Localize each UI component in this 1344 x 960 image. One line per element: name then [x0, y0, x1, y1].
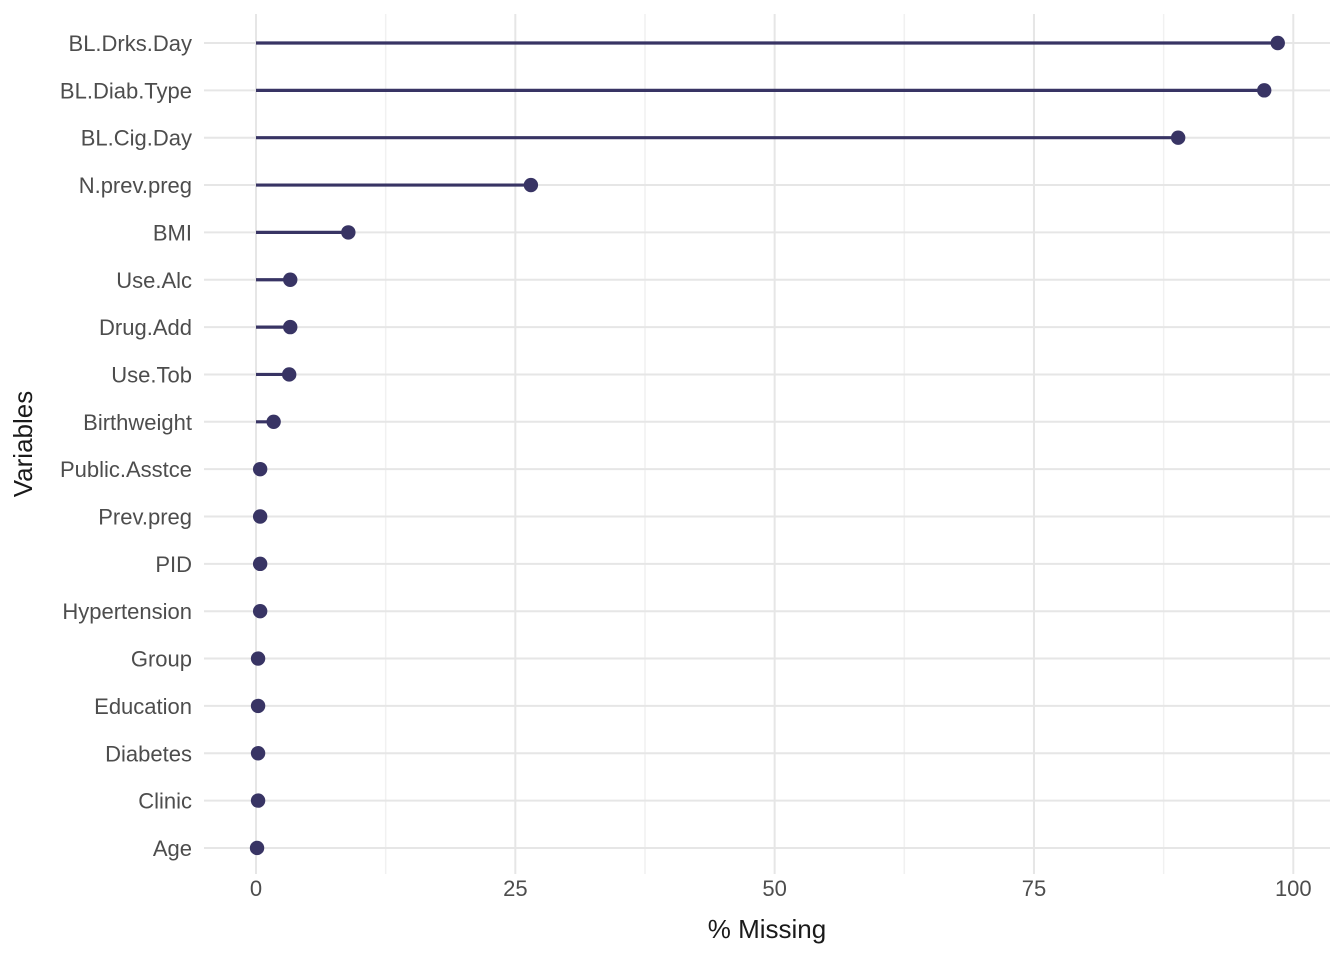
- y-axis-tick-labels: BL.Drks.Day BL.Diab.Type BL.Cig.Day N.prev.…: [60, 31, 192, 861]
- y-tick-label-Use.Tob: Use.Tob: [111, 362, 192, 387]
- lollipop-N.prev.preg: [256, 177, 539, 193]
- lollipop-point-BL.Cig.Day: [1170, 130, 1186, 145]
- major-gridlines: [204, 14, 1330, 874]
- lollipops: [249, 35, 1285, 856]
- y-tick-label-BL.Diab.Type: BL.Diab.Type: [60, 78, 192, 103]
- lollipop-Clinic: [250, 793, 266, 808]
- y-tick-label-Prev.preg: Prev.preg: [98, 505, 192, 530]
- lollipop-Age: [249, 840, 265, 856]
- y-tick-label-Birthweight: Birthweight: [83, 410, 192, 435]
- y-tick-label-Education: Education: [94, 694, 192, 719]
- lollipop-point-BL.Drks.Day: [1270, 35, 1285, 51]
- lollipop-BL.Cig.Day: [256, 130, 1186, 145]
- x-axis-title: % Missing: [708, 914, 826, 944]
- x-tick-label-0: 0: [250, 876, 262, 901]
- lollipop-point-Diabetes: [250, 746, 266, 761]
- lollipop-Prev.preg: [252, 509, 268, 524]
- lollipop-point-N.prev.preg: [523, 177, 539, 193]
- lollipop-point-Group: [250, 651, 266, 666]
- y-tick-label-Age: Age: [153, 836, 192, 861]
- x-tick-label-100: 100: [1275, 876, 1312, 901]
- y-tick-label-BL.Drks.Day: BL.Drks.Day: [69, 31, 192, 56]
- y-tick-label-Drug.Add: Drug.Add: [99, 315, 192, 340]
- lollipop-point-BMI: [341, 225, 356, 240]
- lollipop-point-Hypertension: [252, 604, 268, 619]
- lollipop-Drug.Add: [256, 319, 298, 335]
- y-tick-label-PID: PID: [155, 552, 192, 577]
- y-tick-label-Hypertension: Hypertension: [62, 599, 192, 624]
- lollipop-point-BL.Diab.Type: [1257, 83, 1272, 98]
- x-axis-tick-labels: 0 25 50 75 100: [250, 876, 1312, 901]
- lollipop-Public.Asstce: [252, 461, 268, 477]
- lollipop-Use.Tob: [256, 367, 297, 382]
- y-tick-label-Public.Asstce: Public.Asstce: [60, 457, 192, 482]
- lollipop-point-Clinic: [250, 793, 266, 808]
- lollipop-Birthweight: [256, 414, 281, 429]
- y-tick-label-BMI: BMI: [153, 220, 192, 245]
- lollipop-point-Use.Alc: [283, 272, 298, 287]
- lollipop-Use.Alc: [256, 272, 298, 287]
- y-tick-label-Group: Group: [131, 647, 192, 672]
- lollipop-Group: [250, 651, 266, 666]
- y-tick-label-N.prev.preg: N.prev.preg: [79, 173, 192, 198]
- x-tick-label-75: 75: [1022, 876, 1046, 901]
- y-tick-label-Use.Alc: Use.Alc: [116, 268, 192, 293]
- x-tick-label-50: 50: [762, 876, 786, 901]
- y-tick-label-BL.Cig.Day: BL.Cig.Day: [81, 126, 192, 151]
- lollipop-BMI: [256, 225, 356, 240]
- lollipop-Hypertension: [252, 604, 268, 619]
- y-tick-label-Clinic: Clinic: [138, 789, 192, 814]
- lollipop-point-Use.Tob: [281, 367, 297, 382]
- lollipop-point-Age: [249, 840, 265, 856]
- lollipop-BL.Diab.Type: [256, 83, 1272, 98]
- lollipop-Diabetes: [250, 746, 266, 761]
- lollipop-PID: [252, 556, 268, 572]
- y-tick-label-Diabetes: Diabetes: [105, 741, 192, 766]
- lollipop-point-Public.Asstce: [252, 461, 268, 477]
- x-tick-label-25: 25: [503, 876, 527, 901]
- y-axis-title: Variables: [8, 391, 38, 497]
- lollipop-point-Prev.preg: [252, 509, 268, 524]
- lollipop-point-Education: [250, 698, 266, 714]
- lollipop-point-Drug.Add: [283, 319, 298, 335]
- lollipop-point-PID: [252, 556, 268, 572]
- minor-gridlines: [384, 14, 1165, 874]
- lollipop-point-Birthweight: [266, 414, 281, 429]
- lollipop-Education: [250, 698, 266, 714]
- lollipop-BL.Drks.Day: [256, 35, 1285, 51]
